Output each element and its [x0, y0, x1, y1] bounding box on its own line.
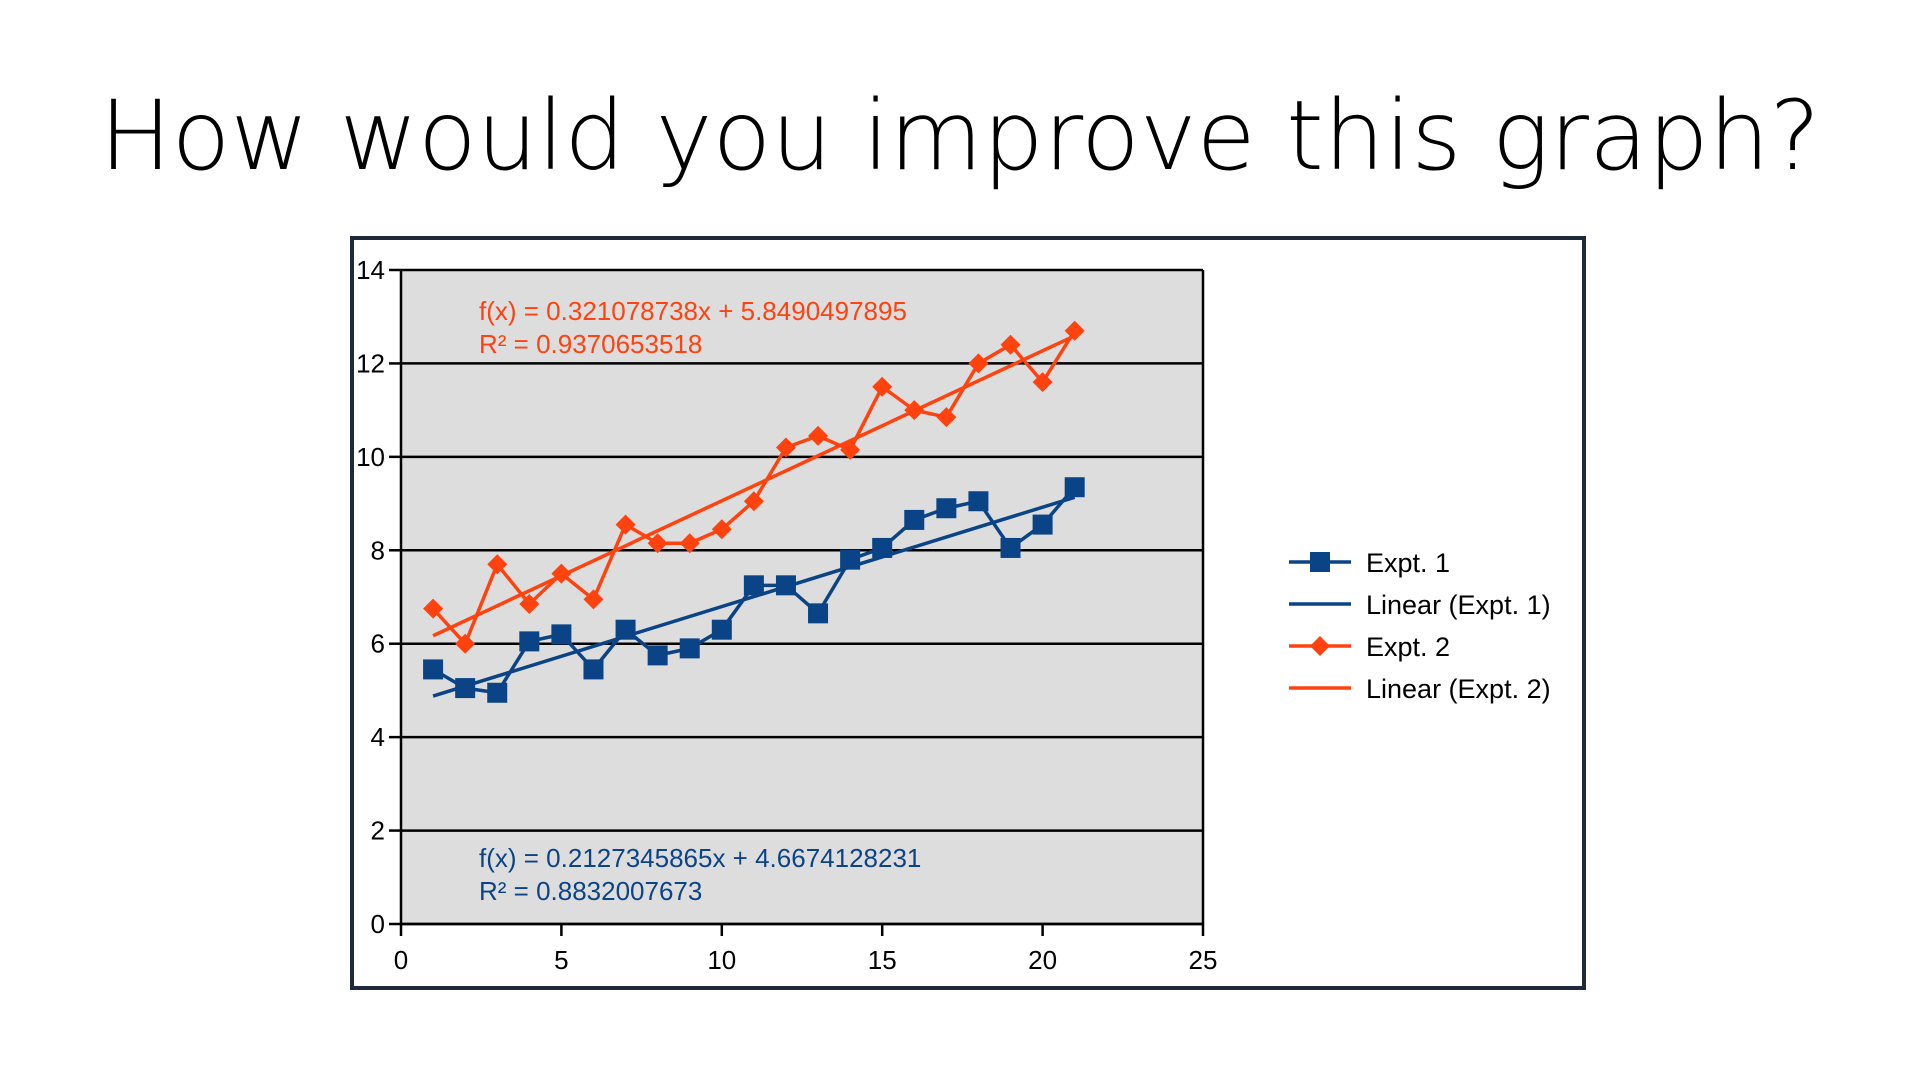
expt2-r-squared-label: R² = 0.9370653518	[479, 329, 702, 359]
legend-marker	[1310, 636, 1330, 656]
data-point	[840, 549, 861, 570]
x-tick-label: 5	[554, 945, 568, 975]
x-tick-label: 0	[394, 945, 408, 975]
axes: 0 2 4 6 8 10 12 14 0 5 10 15 20 25	[356, 255, 1217, 975]
data-point	[1032, 514, 1053, 535]
y-tick-label: 4	[371, 722, 385, 752]
data-point	[968, 491, 989, 512]
x-tick-label: 25	[1189, 945, 1218, 975]
x-tick-label: 20	[1028, 945, 1057, 975]
y-tick-label: 14	[356, 255, 385, 285]
data-point	[1000, 537, 1021, 558]
legend-label: Linear (Expt. 2)	[1366, 674, 1551, 704]
y-tick-label: 2	[371, 816, 385, 846]
data-point	[936, 407, 957, 428]
data-point	[455, 678, 476, 699]
data-point	[936, 498, 957, 519]
data-series	[423, 320, 1085, 703]
data-point	[743, 491, 764, 512]
data-point	[1000, 334, 1021, 355]
x-tick-label: 10	[707, 945, 736, 975]
data-point	[679, 638, 700, 659]
series-2	[423, 320, 1085, 654]
slide-title: How would you improve this graph?	[99, 80, 1821, 192]
legend-item: Linear (Expt. 1)	[1289, 590, 1551, 620]
data-point	[1032, 372, 1053, 393]
y-tick-label: 8	[371, 535, 385, 565]
expt1-r-squared-label: R² = 0.8832007673	[479, 876, 702, 906]
data-point	[904, 400, 925, 421]
data-point	[455, 633, 476, 654]
expt1-equation-label: f(x) = 0.2127345865x + 4.6674128231	[479, 843, 921, 873]
series-1	[423, 477, 1085, 703]
y-tick-label: 12	[356, 348, 385, 378]
data-point	[583, 659, 604, 680]
data-point	[808, 425, 829, 446]
data-point	[808, 603, 829, 624]
y-tick-label: 6	[371, 629, 385, 659]
trendline-2	[432, 334, 1076, 638]
expt2-equation-label: f(x) = 0.321078738x + 5.8490497895	[479, 296, 907, 326]
data-point	[1064, 320, 1085, 341]
data-point	[872, 376, 893, 397]
data-point	[487, 554, 508, 575]
data-point	[551, 624, 572, 645]
y-tick-label: 0	[371, 909, 385, 939]
data-point	[615, 619, 636, 640]
chart: 0 2 4 6 8 10 12 14 0 5 10 15 20 25 f(x) = 0.321078738…	[356, 255, 1551, 975]
y-tick-label: 10	[356, 442, 385, 472]
data-point	[904, 509, 925, 530]
data-point	[743, 575, 764, 596]
data-point	[519, 594, 540, 615]
data-point	[775, 437, 796, 458]
data-point	[551, 563, 572, 584]
chart-frame: 0 2 4 6 8 10 12 14 0 5 10 15 20 25 f(x) = 0.321078738…	[350, 236, 1586, 990]
x-tick-label: 15	[868, 945, 897, 975]
data-point	[423, 659, 444, 680]
trendline-1	[432, 495, 1076, 698]
legend-label: Expt. 1	[1366, 548, 1450, 578]
data-point	[487, 682, 508, 703]
data-point	[423, 598, 444, 619]
data-point	[872, 537, 893, 558]
data-point	[679, 533, 700, 554]
data-point	[647, 533, 668, 554]
trendline-equations: f(x) = 0.321078738x + 5.8490497895 R² = …	[479, 296, 921, 906]
trendlines	[432, 334, 1076, 698]
legend-item: Expt. 2	[1289, 632, 1450, 662]
data-point	[840, 439, 861, 460]
legend-marker	[1310, 552, 1330, 572]
data-point	[775, 575, 796, 596]
data-point	[519, 631, 540, 652]
legend-label: Expt. 2	[1366, 632, 1450, 662]
data-point	[647, 645, 668, 666]
plot-area	[401, 270, 1203, 924]
data-point	[968, 353, 989, 374]
legend: Expt. 1 Linear (Expt. 1) Expt. 2 Linear (Ex…	[1289, 548, 1551, 704]
data-point	[583, 589, 604, 610]
legend-label: Linear (Expt. 1)	[1366, 590, 1551, 620]
data-point	[711, 519, 732, 540]
legend-item: Linear (Expt. 2)	[1289, 674, 1551, 704]
legend-item: Expt. 1	[1289, 548, 1450, 578]
data-point	[711, 619, 732, 640]
data-point	[1064, 477, 1085, 498]
data-point	[615, 514, 636, 535]
